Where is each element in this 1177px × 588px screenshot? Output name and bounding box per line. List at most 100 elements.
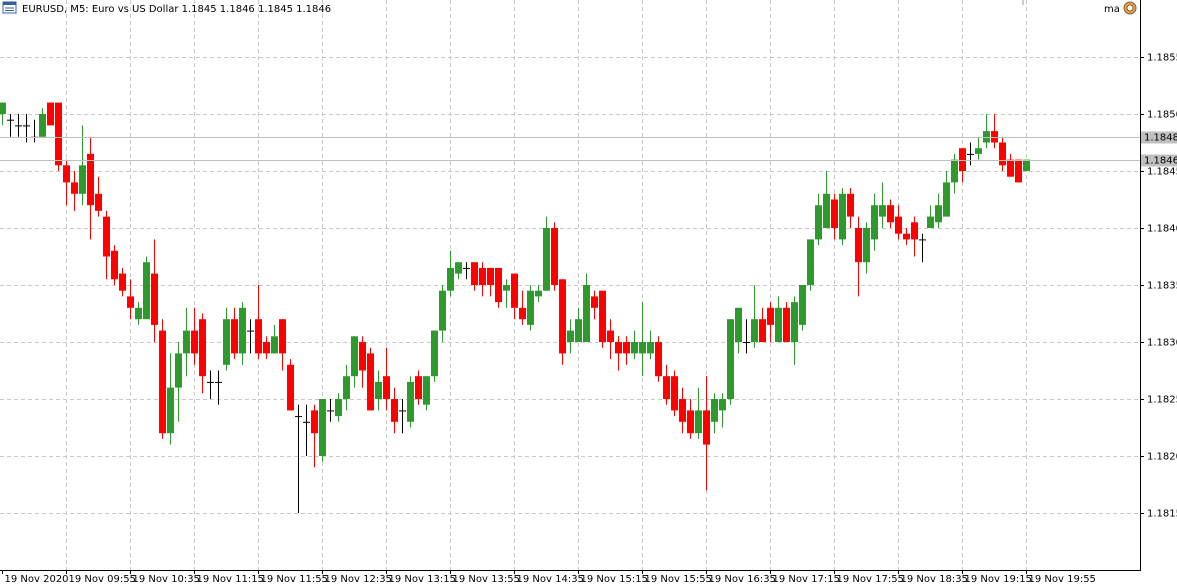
candle-body: [383, 376, 390, 399]
candle-body: [1023, 159, 1030, 171]
candle-body: [791, 302, 798, 342]
candle-body: [119, 273, 126, 291]
candle-body: [391, 399, 398, 422]
candle-body: [503, 285, 510, 291]
candle-body: [0, 102, 6, 114]
candle-body: [727, 319, 734, 399]
candle-body: [343, 376, 350, 399]
candle-body: [183, 330, 190, 354]
candle-body: [519, 307, 526, 320]
candle-body: [239, 307, 246, 354]
candle-body: [223, 319, 230, 365]
candle-body: [231, 319, 238, 354]
candle-body: [967, 153, 974, 155]
candle-body: [367, 353, 374, 411]
candle-body: [479, 267, 486, 285]
candle-body: [247, 330, 254, 332]
candle-body: [647, 342, 654, 354]
candle-body: [207, 381, 214, 383]
candle-body: [887, 205, 894, 223]
candle-body: [839, 193, 846, 240]
candle-body: [47, 102, 54, 126]
x-tick-label: 19 Nov 15:15: [581, 574, 648, 585]
candle-body: [439, 290, 446, 331]
candle-body: [599, 290, 606, 342]
candle-body: [487, 267, 494, 285]
x-tick-label: 19 Nov 17:15: [773, 574, 840, 585]
candle-body: [399, 410, 406, 412]
chart-title: EURUSD, M5: Euro vs US Dollar 1.1845 1.1…: [22, 4, 331, 15]
indicator-icon: [1123, 1, 1137, 15]
candle-body: [39, 114, 46, 137]
candle-body: [951, 159, 958, 183]
candle-body: [455, 262, 462, 274]
candle-body: [783, 307, 790, 342]
candle-body: [767, 307, 774, 325]
candle-body: [543, 228, 550, 291]
candle-body: [287, 364, 294, 411]
candle-body: [823, 193, 830, 228]
candle-body: [591, 296, 598, 308]
candle-body: [935, 205, 942, 223]
candle-body: [999, 142, 1006, 166]
candle-body: [199, 319, 206, 377]
y-tick-label: 1.1850: [1147, 110, 1177, 121]
candle-body: [799, 285, 806, 325]
candle-body: [871, 205, 878, 240]
y-tick-label: 1.1830: [1147, 338, 1177, 349]
candle-body: [279, 319, 286, 354]
price-line-label: 1.1848: [1144, 133, 1177, 144]
x-tick-label: 19 Nov 15:55: [645, 574, 712, 585]
candle-body: [23, 125, 30, 127]
candle-body: [375, 381, 382, 399]
candle-body: [87, 153, 94, 206]
candle-body: [847, 193, 854, 217]
candle-body: [975, 148, 982, 154]
x-tick-label: 19 Nov 13:55: [453, 574, 520, 585]
y-tick-label: 1.1835: [1147, 281, 1177, 292]
candle-body: [623, 342, 630, 354]
candle-body: [295, 416, 302, 418]
candle-body: [879, 205, 886, 217]
candle-body: [631, 342, 638, 354]
price-line-label-box: [1141, 154, 1177, 167]
x-tick-label: 19 Nov 14:35: [517, 574, 584, 585]
candle-body: [79, 165, 86, 194]
candle-body: [327, 410, 334, 412]
candle-body: [655, 342, 662, 377]
candle-body: [263, 342, 270, 354]
candle-body: [423, 376, 430, 405]
candle-body: [943, 182, 950, 217]
candle-body: [687, 410, 694, 434]
x-tick-label: 19 Nov 17:55: [837, 574, 904, 585]
candle-body: [103, 216, 110, 257]
candle-body: [583, 285, 590, 342]
x-tick-label: 19 Nov 16:35: [709, 574, 776, 585]
candle-body: [807, 239, 814, 285]
x-tick-label: 19 Nov 2020: [5, 574, 69, 585]
candle-body: [919, 239, 926, 241]
candle-body: [663, 376, 670, 399]
candle-body: [511, 273, 518, 308]
price-line-label-box: [1141, 131, 1177, 144]
x-tick-label: 19 Nov 13:15: [389, 574, 456, 585]
candle-body: [863, 228, 870, 263]
candle-body: [495, 267, 502, 303]
candle-body: [703, 410, 710, 445]
candle-body: [911, 222, 918, 240]
candle-body: [471, 262, 478, 285]
y-tick-label: 1.1825: [1147, 395, 1177, 406]
candle-body: [535, 290, 542, 297]
candle-body: [63, 165, 70, 183]
candle-body: [255, 319, 262, 354]
candle-body: [15, 125, 22, 127]
candle-body: [895, 216, 902, 234]
candle-body: [567, 330, 574, 342]
x-tick-label: 19 Nov 11:55: [261, 574, 328, 585]
candle-body: [983, 131, 990, 143]
candle-body: [527, 290, 534, 325]
candle-body: [831, 199, 838, 228]
x-tick-label: 19 Nov 19:55: [1029, 574, 1096, 585]
candle-body: [1007, 159, 1014, 177]
candle-body: [135, 307, 142, 320]
